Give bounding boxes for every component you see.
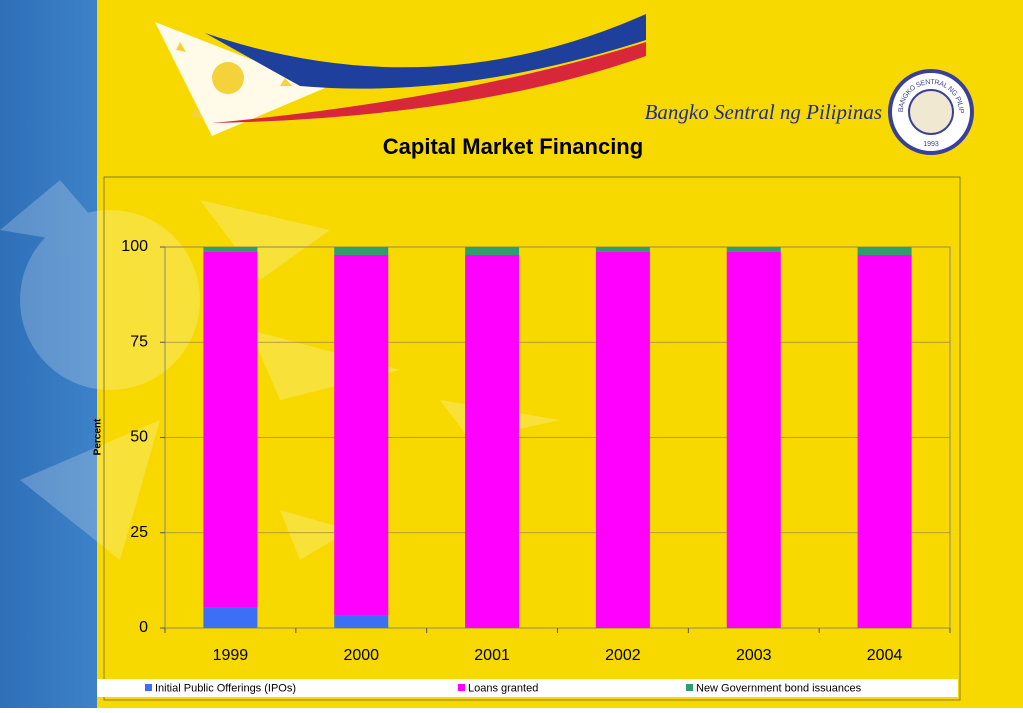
y-tick-label: 75 — [130, 333, 148, 350]
bar-segment — [334, 255, 389, 616]
legend — [97, 679, 958, 697]
x-tick-label: 2000 — [343, 647, 379, 664]
y-axis-label: Percent — [93, 418, 104, 455]
x-tick-label: 2004 — [867, 647, 903, 664]
brand: Bangko Sentral ng Pilipinas — [645, 100, 882, 124]
bar-segment — [595, 247, 650, 252]
chart-frame — [103, 176, 961, 701]
x-tick-label: 2002 — [605, 647, 641, 664]
legend-swatch — [686, 684, 693, 691]
bar-segment — [334, 247, 389, 256]
y-tick-label: 50 — [130, 429, 148, 446]
bar-segment — [334, 615, 389, 628]
bar-segment — [595, 251, 650, 628]
y-tick-label: 100 — [121, 238, 148, 255]
legend-label: New Government bond issuances — [696, 682, 862, 694]
seal-year: 1993 — [923, 141, 939, 148]
bar-segment — [465, 255, 520, 628]
bar-segment — [726, 247, 781, 252]
x-tick-label: 2001 — [474, 647, 510, 664]
sun-decoration — [0, 180, 560, 560]
x-tick-label: 2003 — [736, 647, 772, 664]
side-strip — [0, 0, 97, 708]
x-tick-label: 1999 — [213, 647, 249, 664]
bar-segment — [203, 251, 258, 608]
chart-title: Capital Market Financing — [383, 134, 643, 159]
legend-swatch — [145, 684, 152, 691]
y-tick-label: 0 — [139, 619, 148, 636]
bar-segment — [857, 255, 912, 628]
bar-segment — [857, 247, 912, 256]
legend-label: Loans granted — [468, 682, 538, 694]
bar-segment — [726, 251, 781, 628]
y-tick-label: 25 — [130, 524, 148, 541]
legend-swatch — [458, 684, 465, 691]
flag — [155, 14, 646, 136]
legend-label: Initial Public Offerings (IPOs) — [155, 682, 296, 694]
bar-segment — [203, 607, 258, 628]
bar-segment — [465, 247, 520, 256]
bar-segment — [203, 247, 258, 252]
